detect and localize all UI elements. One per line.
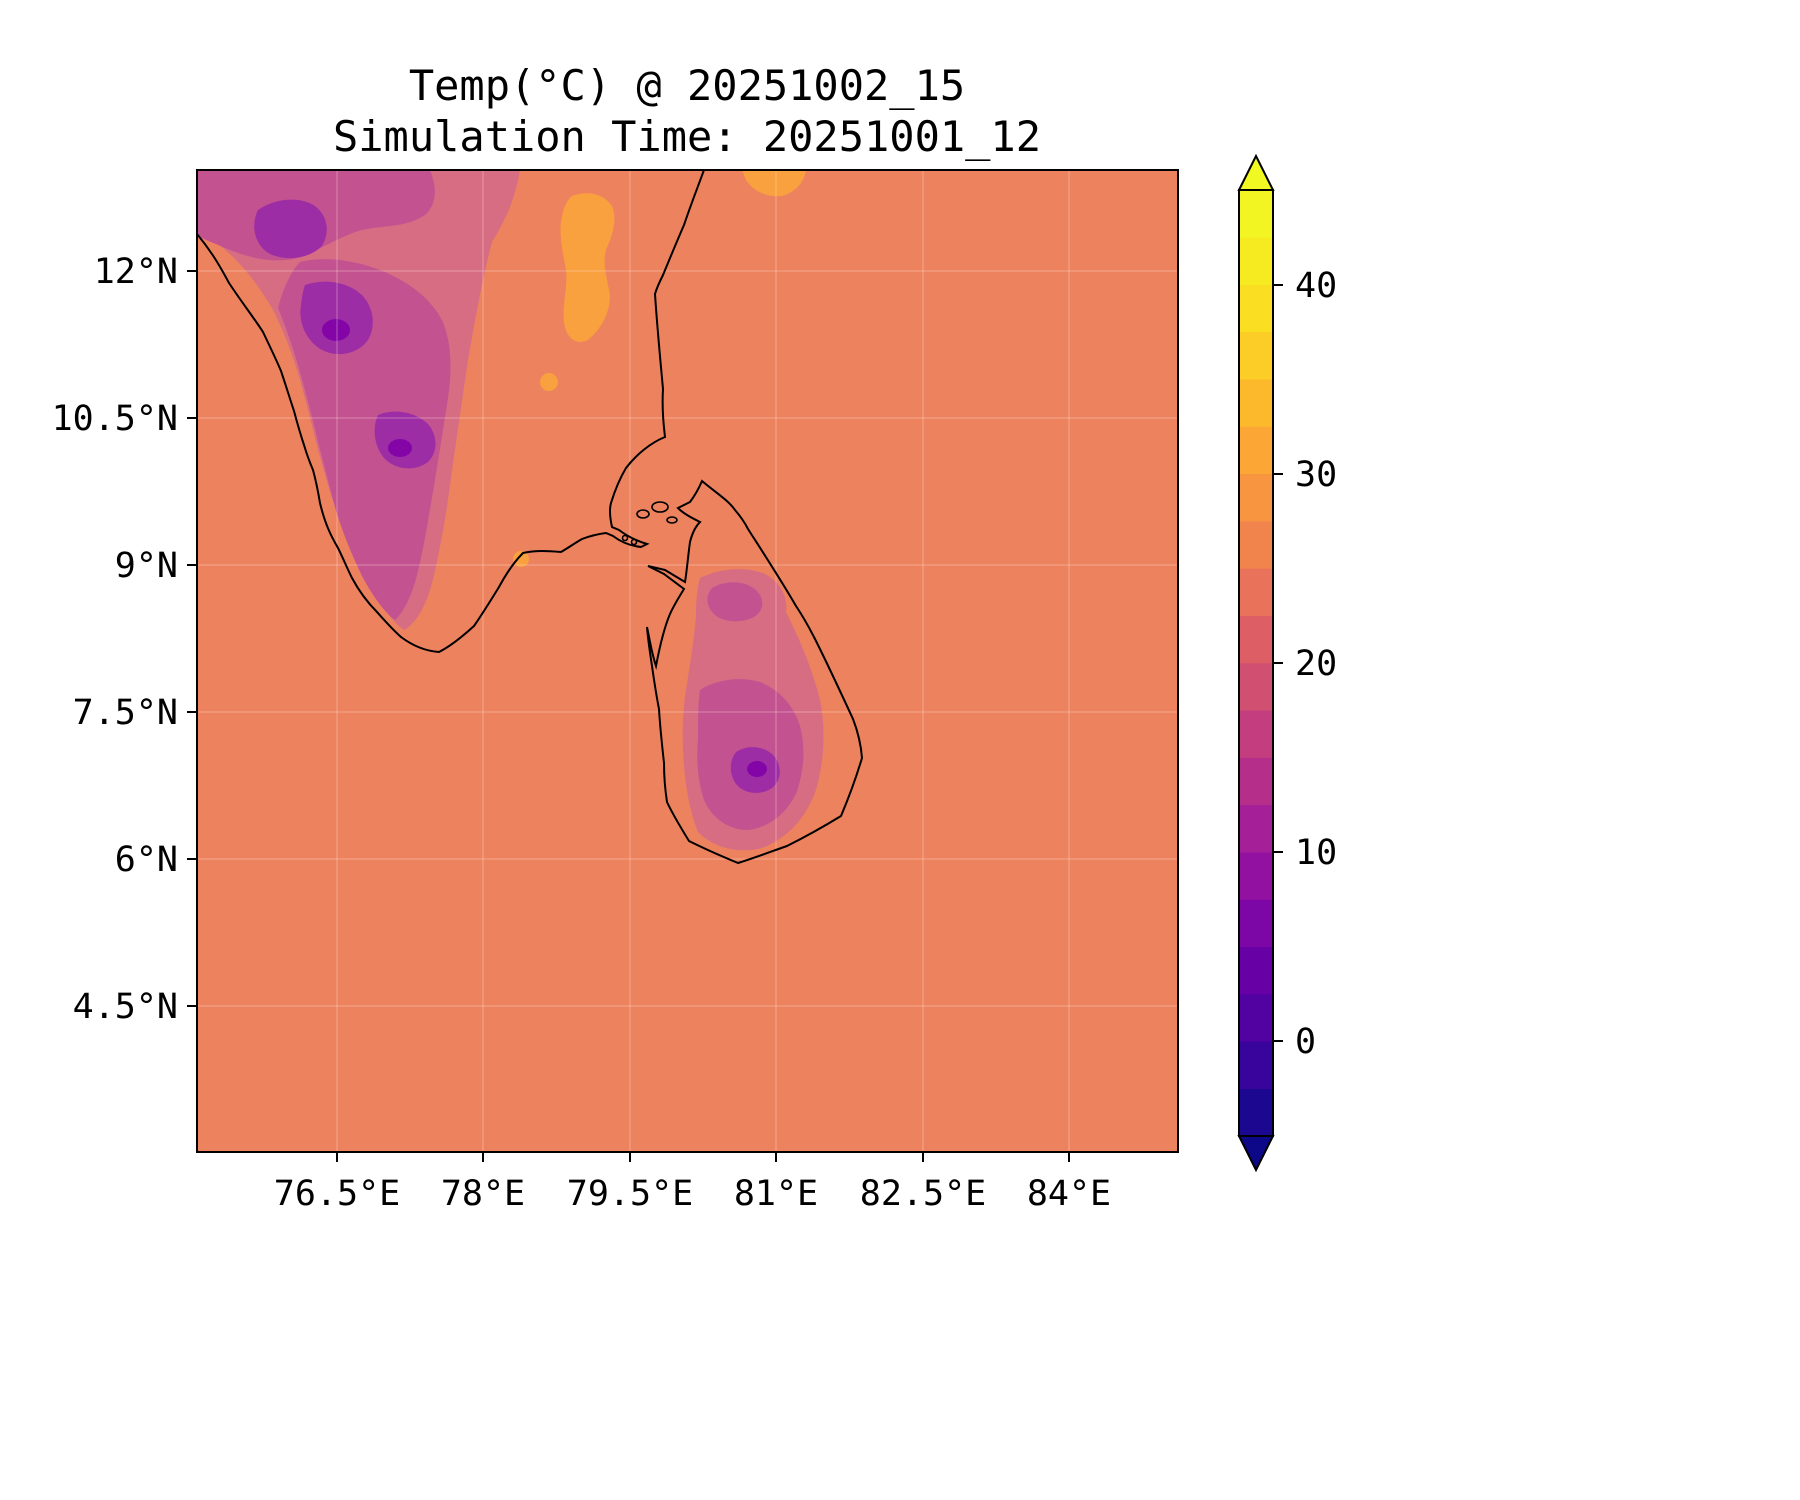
x-axis-tick-marks (336, 1152, 1070, 1162)
y-tick-label-2: 9°N (115, 546, 178, 586)
island-adams-bridge-2 (630, 538, 638, 546)
contour-india-purple-2 (300, 281, 373, 355)
contour-india-purple-1 (254, 199, 327, 259)
contour-orange-dot-1 (540, 373, 558, 391)
colorbar-band (1239, 1088, 1273, 1137)
contour-orange-top-edge (742, 170, 806, 197)
coastline-srilanka (646, 479, 864, 865)
colorbar-band (1239, 899, 1273, 948)
x-tick-label-0: 76.5°E (274, 1174, 400, 1214)
colorbar-band (1239, 520, 1273, 569)
colorbar-band (1239, 662, 1273, 711)
colorbar-band (1239, 804, 1273, 853)
colorbar-tick-label-1: 10 (1295, 833, 1337, 873)
colorbar-band (1239, 284, 1273, 333)
colorbar-tick-label-4: 40 (1295, 266, 1337, 306)
x-tick-label-4: 82.5°E (860, 1174, 986, 1214)
map-panel (196, 169, 1179, 1153)
plot-border (196, 169, 1179, 1153)
colorbar-band (1239, 757, 1273, 806)
colorbar-band (1239, 710, 1273, 758)
y-tick-label-4: 6°N (115, 840, 178, 880)
colorbar-tick-marks (1273, 284, 1283, 1042)
island-jaffna-3 (666, 516, 678, 524)
coastline-small-islands (621, 501, 678, 546)
colorbar-band (1239, 946, 1273, 995)
contour-india-cold-core-1 (322, 319, 350, 341)
colorbar-over-arrow (1237, 153, 1275, 191)
y-axis-tick-marks (187, 270, 197, 1007)
colorbar-band (1239, 331, 1273, 380)
x-tick-label-5: 84°E (1027, 1174, 1111, 1214)
colorbar-band (1239, 378, 1273, 427)
colorbar: 0 10 20 30 40 (1237, 153, 1337, 1173)
colorbar-band (1239, 426, 1273, 475)
plot-subtitle: Simulation Time: 20251001_12 (333, 112, 1041, 161)
contour-orange-tamilnadu (560, 193, 615, 342)
colorbar-band (1239, 993, 1273, 1042)
plot-title: Temp(°C) @ 20251002_15 (409, 61, 965, 110)
x-tick-label-2: 79.5°E (567, 1174, 693, 1214)
colorbar-tick-label-2: 20 (1295, 644, 1337, 684)
colorbar-band (1239, 473, 1273, 522)
colorbar-band (1239, 237, 1273, 285)
gridlines-vertical (336, 170, 1070, 1152)
colorbar-under-arrow (1237, 1135, 1275, 1173)
island-jaffna-2 (636, 509, 650, 519)
coastline-india (196, 169, 705, 654)
colorbar-band (1239, 1041, 1273, 1089)
contour-srilanka-cold-core (747, 761, 767, 777)
colorbar-band (1239, 851, 1273, 900)
island-adams-bridge-1 (621, 534, 629, 542)
colorbar-tick-label-0: 0 (1295, 1022, 1316, 1062)
colorbar-band (1239, 189, 1273, 238)
y-tick-label-0: 12°N (94, 252, 178, 292)
contour-orange-dot-2 (513, 551, 529, 567)
colorbar-band (1239, 615, 1273, 664)
island-jaffna-1 (651, 501, 669, 513)
contour-india-cold-core-2 (388, 439, 412, 457)
x-tick-label-1: 78°E (441, 1174, 525, 1214)
y-tick-label-5: 4.5°N (73, 987, 178, 1027)
colorbar-tick-label-3: 30 (1295, 455, 1337, 495)
y-tick-label-3: 7.5°N (73, 693, 178, 733)
y-tick-label-1: 10.5°N (52, 399, 178, 439)
colorbar-band (1239, 568, 1273, 616)
x-tick-label-3: 81°E (734, 1174, 818, 1214)
colorbar-bands (1239, 189, 1273, 1137)
contour-srilanka-magenta-upper (707, 582, 763, 622)
